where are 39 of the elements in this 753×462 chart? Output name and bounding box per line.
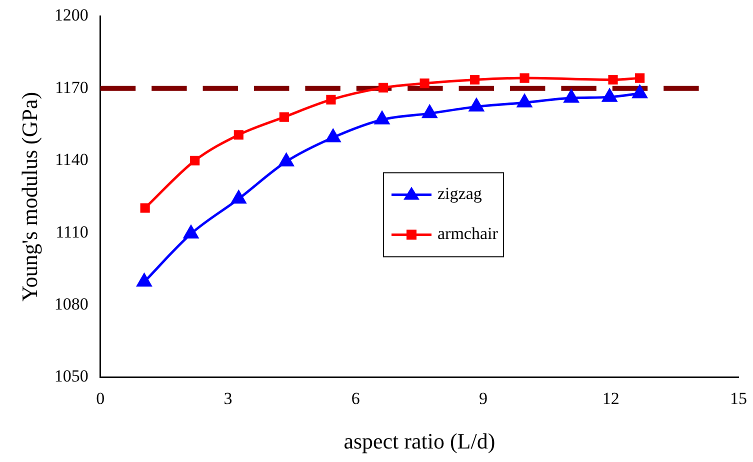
point xyxy=(326,129,340,142)
x-tick-label: 12 xyxy=(602,388,620,408)
point xyxy=(564,90,579,103)
y-tick-label: 1110 xyxy=(56,222,88,242)
point xyxy=(279,112,289,122)
point xyxy=(517,94,532,108)
y-tick-label: 1170 xyxy=(55,78,88,97)
x-tick-label: 15 xyxy=(730,388,747,408)
point xyxy=(278,153,294,166)
y-axis-title: Young's modulus (GPa) xyxy=(16,92,42,302)
x-axis-title: aspect ratio (L/d) xyxy=(344,428,496,454)
point xyxy=(470,74,480,85)
legend-label: armchair xyxy=(438,224,498,244)
point xyxy=(140,203,150,213)
y-tick-label: 1050 xyxy=(54,366,88,386)
point xyxy=(632,85,648,98)
x-tick-label: 6 xyxy=(351,388,360,408)
point xyxy=(374,111,390,124)
point xyxy=(520,73,530,83)
y-tick-label: 1080 xyxy=(54,294,88,314)
x-tick-label: 3 xyxy=(224,388,232,408)
point xyxy=(420,78,430,88)
point xyxy=(635,73,645,83)
point xyxy=(378,82,388,92)
point xyxy=(190,156,200,166)
y-tick-label: 1200 xyxy=(54,6,88,25)
x-tick-label: 0 xyxy=(96,388,105,408)
point xyxy=(326,94,336,104)
point xyxy=(422,105,437,118)
point xyxy=(184,226,198,239)
point xyxy=(136,274,152,287)
legend-label: zigzag xyxy=(438,184,482,204)
point xyxy=(602,88,617,102)
point xyxy=(231,190,246,204)
point xyxy=(469,98,484,112)
point xyxy=(608,74,618,85)
y-tick-label: 1140 xyxy=(55,150,88,170)
x-tick-label: 9 xyxy=(479,388,488,408)
point xyxy=(234,130,244,140)
